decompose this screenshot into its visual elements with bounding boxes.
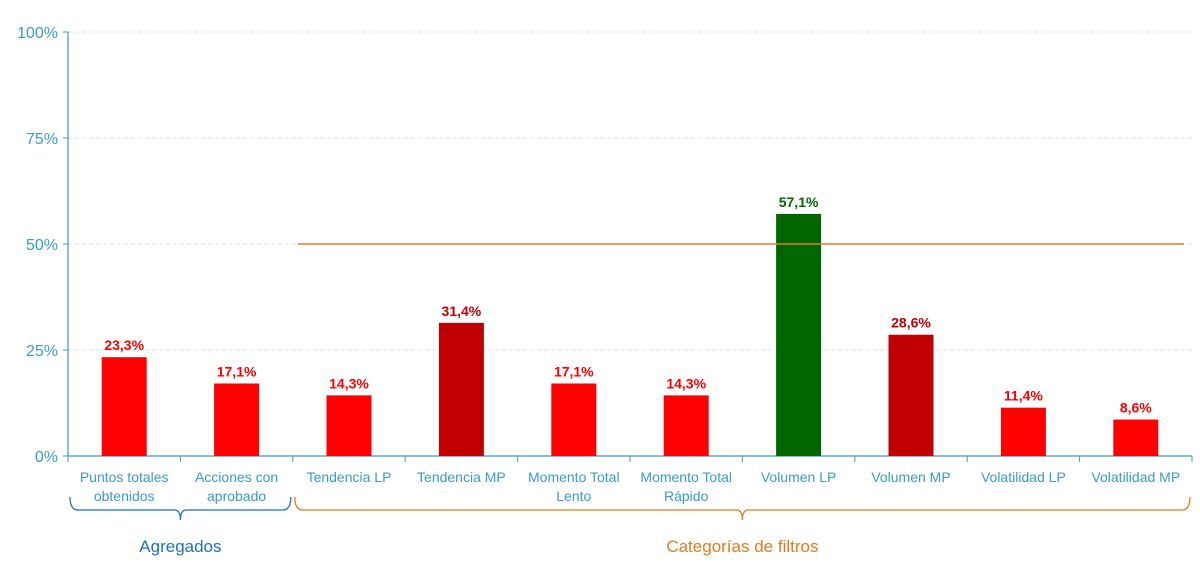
- x-tick-label: aprobado: [207, 488, 266, 504]
- x-tick-label: Volumen LP: [761, 469, 837, 485]
- x-tick-label: Volatilidad LP: [981, 469, 1066, 485]
- bar: [326, 395, 372, 456]
- x-tick-label: Momento Total: [528, 469, 620, 485]
- data-label: 17,1%: [217, 363, 257, 379]
- y-tick-label: 0%: [35, 449, 58, 466]
- y-tick-label: 100%: [17, 25, 58, 42]
- bar: [888, 334, 934, 456]
- bar: [438, 322, 484, 456]
- bar: [1000, 407, 1046, 456]
- category-groups: Agregados Categorías de filtros: [69, 496, 1191, 556]
- y-axis: 0% 25% 50% 75% 100%: [17, 25, 69, 466]
- bar: [776, 213, 822, 456]
- x-tick-labels: Puntos totales obtenidos Acciones con aprob…: [80, 469, 1180, 504]
- group-brace: [294, 496, 1191, 521]
- data-labels: 23,3% 17,1% 14,3% 31,4% 17,1% 14,3% 57,1% 28,6%…: [104, 194, 1152, 416]
- data-label: 14,3%: [329, 375, 369, 391]
- x-tick-label: Volatilidad MP: [1091, 469, 1180, 485]
- data-label: 57,1%: [779, 194, 819, 210]
- data-label: 23,3%: [104, 337, 144, 353]
- x-axis: [67, 455, 1193, 462]
- group-brace: [69, 496, 292, 521]
- x-tick-label: Acciones con: [195, 469, 278, 485]
- x-tick-label: Lento: [556, 488, 591, 504]
- bar: [1113, 419, 1159, 456]
- bar: [551, 383, 597, 456]
- y-tick-label: 75%: [26, 131, 58, 148]
- x-tick-label: obtenidos: [94, 488, 155, 504]
- y-tick-label: 50%: [26, 237, 58, 254]
- bar: [663, 395, 709, 456]
- x-tick-label: Momento Total: [640, 469, 732, 485]
- bar: [214, 383, 260, 456]
- x-tick-label: Volumen MP: [871, 469, 950, 485]
- gridlines: [68, 31, 1192, 351]
- y-tick-label: 25%: [26, 343, 58, 360]
- x-tick-label: Tendencia LP: [307, 469, 392, 485]
- data-label: 14,3%: [666, 375, 706, 391]
- data-label: 17,1%: [554, 363, 594, 379]
- data-label: 31,4%: [442, 303, 482, 319]
- x-tick-label: Rápido: [664, 488, 709, 504]
- group-label: Categorías de filtros: [666, 537, 818, 556]
- x-tick-label: Puntos totales: [80, 469, 169, 485]
- bar: [101, 357, 147, 456]
- data-label: 8,6%: [1120, 400, 1152, 416]
- x-tick-label: Tendencia MP: [417, 469, 506, 485]
- data-label: 28,6%: [891, 315, 931, 331]
- data-label: 11,4%: [1004, 388, 1043, 404]
- group-label: Agregados: [139, 537, 221, 556]
- bars: [101, 213, 1159, 456]
